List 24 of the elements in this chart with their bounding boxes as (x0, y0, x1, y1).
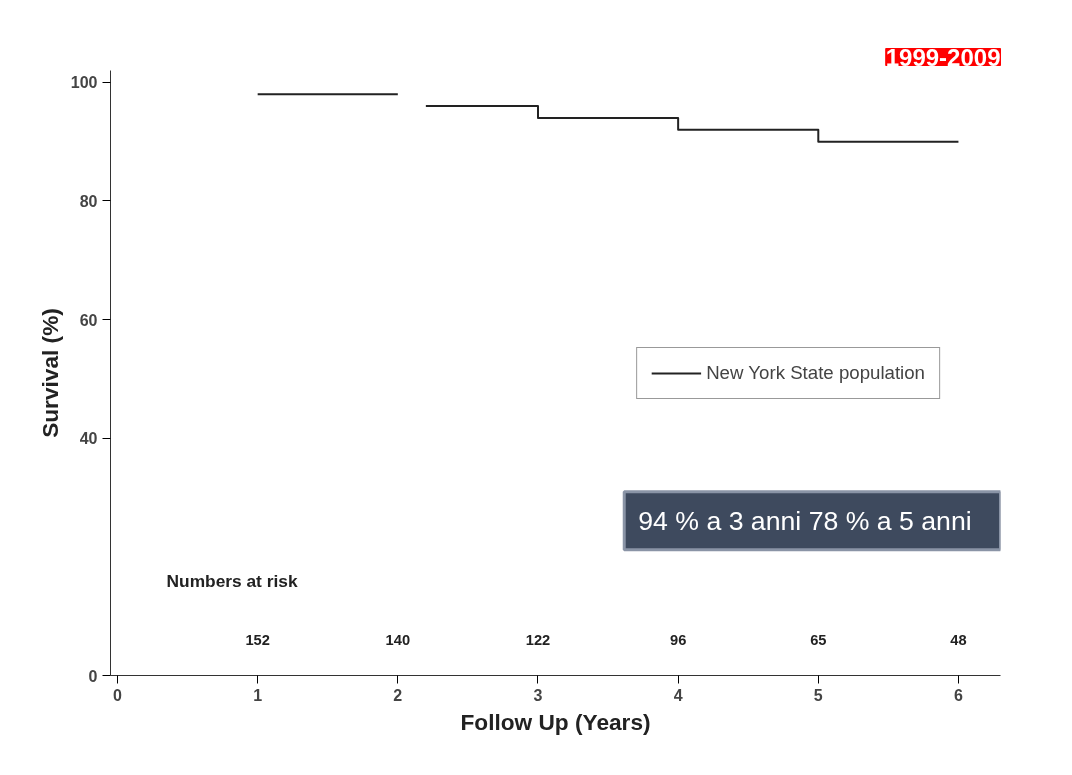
annotation: Numbers at risk (166, 571, 298, 592)
y-tick-label: 60 (79, 311, 98, 329)
y-tick-label: 100 (70, 74, 98, 92)
x-axis-title: Follow Up (Years) (460, 708, 651, 735)
y-axis-title: Survival (%) (36, 308, 63, 438)
y-tick-label: 40 (79, 430, 98, 448)
y-tick-label: 80 (79, 192, 98, 210)
annotation: 65 (810, 631, 827, 648)
chart-title: 1999-2009 (885, 43, 1001, 71)
annotation: 96 (669, 631, 687, 648)
x-tick-label: 5 (813, 686, 823, 704)
x-tick-label: 1 (253, 686, 263, 704)
x-tick-label: 0 (113, 686, 123, 704)
annotation: 94 % a 3 anni 78 % a 5 anni (638, 505, 972, 536)
annotation: 152 (245, 631, 270, 648)
x-tick-label: 2 (393, 686, 403, 704)
annotation: 122 (525, 631, 551, 648)
x-tick-label: 4 (673, 686, 683, 704)
annotation: 140 (385, 631, 411, 648)
x-tick-label: 3 (533, 686, 543, 704)
y-tick-label: 0 (88, 667, 98, 685)
legend-label: New York State population (706, 361, 925, 384)
annotation: 48 (950, 631, 967, 648)
x-tick-label: 6 (954, 686, 963, 704)
